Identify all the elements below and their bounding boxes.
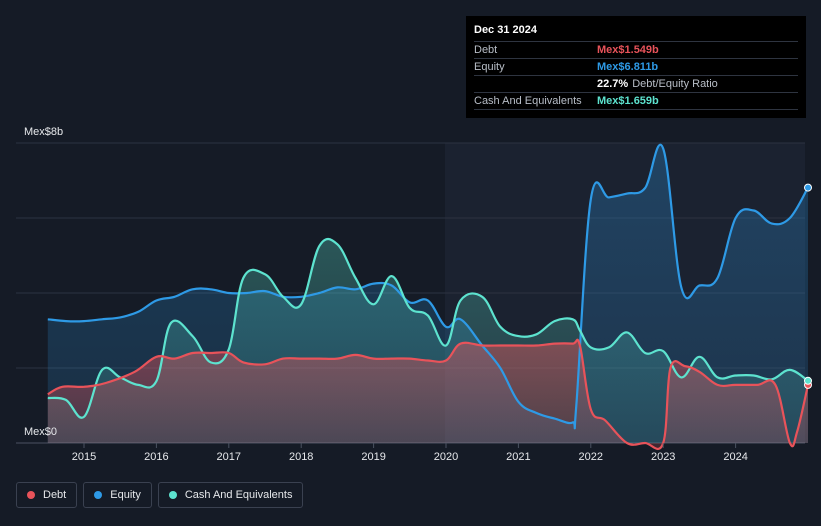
legend-item-equity[interactable]: Equity — [83, 482, 152, 508]
tooltip-row-equity: Equity Mex$6.811b — [474, 58, 798, 75]
tooltip-value-cash: Mex$1.659b — [597, 95, 659, 107]
x-tick-label: 2019 — [361, 451, 385, 463]
tooltip-ratio-value: 22.7% — [597, 78, 629, 90]
y-axis-top-label: Mex$8b — [24, 126, 63, 138]
debt-area — [47, 339, 809, 449]
tooltip-divider — [474, 109, 798, 111]
legend-label: Cash And Equivalents — [184, 489, 293, 501]
x-tick-label: 2016 — [144, 451, 168, 463]
tooltip-value-equity: Mex$6.811b — [597, 61, 659, 73]
x-tick-label: 2024 — [723, 451, 747, 463]
x-tick-label: 2018 — [289, 451, 313, 463]
tooltip-value-debt: Mex$1.549b — [597, 44, 659, 56]
legend-dot-icon — [168, 491, 177, 499]
x-tick-label: 2015 — [72, 451, 96, 463]
tooltip-ratio-label: Debt/Equity Ratio — [632, 78, 718, 90]
tooltip-row-debt: Debt Mex$1.549b — [474, 41, 798, 58]
tooltip-date: Dec 31 2024 — [474, 24, 537, 36]
legend-dot-icon — [27, 491, 35, 499]
legend-label: Debt — [43, 489, 67, 501]
x-axis: 2015 2016 2017 2018 2019 2020 2021 2022 2023 2024 — [72, 443, 748, 463]
data-tooltip: Dec 31 2024 Debt Mex$1.549b Equity Mex$6… — [466, 16, 806, 118]
cash-line — [47, 237, 809, 419]
x-tick-label: 2022 — [579, 451, 603, 463]
x-tick-label: 2021 — [506, 451, 530, 463]
chart-legend: Debt Equity Cash And Equivalents — [16, 482, 304, 508]
tooltip-label: Equity — [474, 61, 505, 73]
equity-line — [47, 143, 809, 430]
series-areas — [47, 144, 809, 449]
legend-label: Equity — [110, 489, 141, 501]
x-tick-label: 2017 — [217, 451, 241, 463]
legend-dot-icon — [94, 491, 103, 499]
tooltip-row-ratio: 22.7% Debt/Equity Ratio — [474, 75, 798, 92]
cash-end-marker — [804, 376, 812, 385]
tooltip-label: Cash And Equivalents — [474, 95, 582, 107]
legend-item-debt[interactable]: Debt — [16, 482, 78, 508]
equity-end-marker — [804, 183, 812, 192]
y-axis-bottom-label: Mex$0 — [24, 426, 57, 438]
tooltip-label: Debt — [474, 44, 498, 56]
x-tick-label: 2023 — [651, 451, 675, 463]
tooltip-row-cash: Cash And Equivalents Mex$1.659b — [474, 92, 798, 109]
debt-line — [47, 338, 810, 451]
series-lines — [47, 143, 810, 451]
x-tick-label: 2020 — [434, 451, 458, 463]
legend-item-cash[interactable]: Cash And Equivalents — [157, 482, 304, 508]
